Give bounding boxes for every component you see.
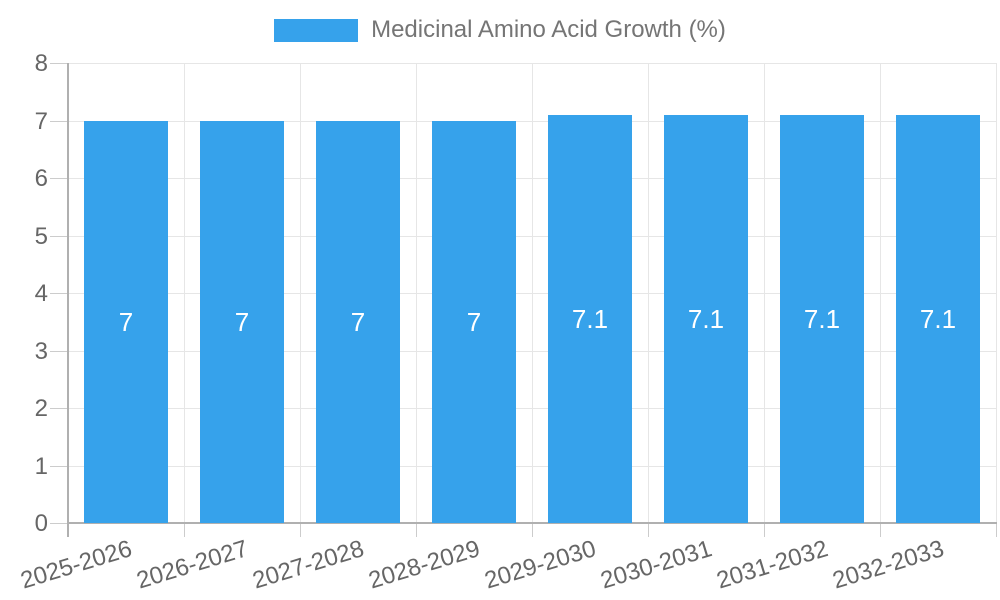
y-axis-label: 5 [34,222,48,250]
y-tick [50,120,68,122]
x-tick [532,523,533,537]
x-tick [764,523,765,537]
x-tick [880,523,881,537]
y-tick [50,408,68,409]
bar[interactable] [548,114,632,523]
bar-value-label: 7 [118,306,134,337]
y-tick [50,350,68,352]
y-axis-label: 1 [34,452,48,480]
y-tick [50,293,68,294]
x-axis-label: 2032-2033 [829,535,948,595]
bar[interactable] [200,120,284,523]
x-tick [300,523,301,537]
bar[interactable] [896,114,980,523]
y-tick [50,63,68,64]
legend-label[interactable]: Medicinal Amino Acid Growth (%) [371,16,726,43]
bar[interactable] [316,120,400,523]
x-gridline [648,63,649,523]
x-gridline [300,63,301,523]
x-axis-label: 2029-2030 [481,535,600,595]
x-gridline [880,63,881,523]
y-axis-label: 4 [34,280,48,307]
y-axis-label: 6 [34,165,48,192]
bar-value-label: 7.1 [803,303,841,334]
y-tick [50,178,68,179]
y-axis-label: 3 [34,337,48,365]
y-axis-label: 2 [34,395,48,422]
bar-value-label: 7.1 [687,303,725,334]
x-axis-label: 2028-2029 [365,535,484,595]
x-gridline [532,63,533,523]
legend-swatch[interactable] [274,18,359,42]
bar-value-label: 7 [234,306,250,337]
y-axis-label: 7 [34,107,48,135]
y-axis-label: 8 [34,50,48,77]
bar-value-label: 7.1 [571,303,609,334]
y-tick [50,235,68,237]
x-gridline [996,63,997,523]
x-tick [416,523,417,537]
bar[interactable] [432,120,516,523]
x-axis-label: 2030-2031 [597,535,716,595]
x-gridline [184,63,185,523]
legend[interactable]: Medicinal Amino Acid Growth (%) [0,16,1000,44]
y-tick [50,465,68,467]
x-axis-label: 2026-2027 [133,535,252,595]
x-tick [996,523,997,537]
bar-value-label: 7 [350,306,366,337]
x-tick [184,523,185,537]
bar[interactable] [780,114,864,523]
x-gridline [416,63,417,523]
x-tick [648,523,649,537]
x-axis-label: 2027-2028 [249,535,368,595]
bar[interactable] [664,114,748,523]
bar[interactable] [84,120,168,523]
y-axis-line [67,63,69,537]
x-axis-line [68,522,997,524]
bar-value-label: 7 [466,306,482,337]
y-tick [50,523,68,524]
x-gridline [764,63,765,523]
bar-value-label: 7.1 [919,303,957,334]
y-axis-label: 0 [34,510,48,537]
x-axis-label: 2025-2026 [17,535,136,595]
x-axis-label: 2031-2032 [713,535,832,595]
